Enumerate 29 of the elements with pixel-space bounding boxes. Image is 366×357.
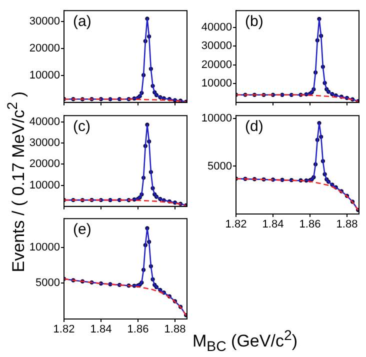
x-tick-label: 1.84: [262, 218, 284, 231]
y-tick-label: 10000: [29, 69, 60, 82]
y-tick-label: 20000: [29, 42, 60, 54]
x-tick-label: 1.86: [299, 218, 321, 231]
y-tick-label: 10000: [201, 112, 232, 124]
annotation: (d): [245, 118, 264, 136]
annotation: (e): [73, 221, 92, 238]
y-tick-label: 30000: [29, 137, 60, 150]
annotation: (b): [245, 13, 264, 30]
x-tick-label: 1.82: [53, 324, 75, 336]
y-tick-label: 20000: [29, 158, 60, 170]
y-tick-label: 40000: [201, 21, 232, 34]
y-tick-label: 40000: [29, 116, 60, 128]
annotation: (a): [73, 13, 92, 30]
y-tick-label: 5000: [208, 160, 232, 172]
y-tick-label: 30000: [201, 40, 232, 52]
x-axis-title: M$_{BC}$ (GeV/c$^{2}$): [192, 328, 298, 356]
y-tick-label: 30000: [29, 15, 60, 28]
y-tick-label: 5000: [36, 277, 60, 290]
y-tick-label: 20000: [201, 58, 232, 71]
annotation: (c): [73, 118, 90, 136]
x-tick-label: 1.84: [90, 324, 112, 336]
y-tick-label: 10000: [201, 78, 232, 90]
y-tick-label: 10000: [29, 241, 60, 254]
x-tick-label: 1.88: [336, 218, 358, 231]
x-tick-label: 1.82: [225, 218, 247, 231]
x-tick-label: 1.88: [164, 324, 186, 336]
x-tick-label: 1.86: [127, 324, 149, 336]
y-tick-label: 10000: [29, 179, 60, 192]
